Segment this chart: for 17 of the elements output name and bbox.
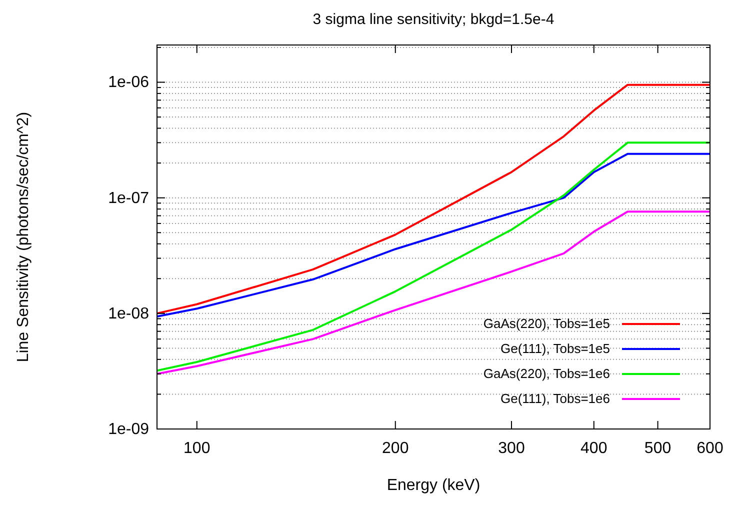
legend-label: Ge(111), Tobs=1e6 — [500, 391, 610, 406]
y-tick-label: 1e-09 — [108, 421, 150, 438]
x-tick-label: 500 — [644, 440, 672, 457]
y-tick-label: 1e-06 — [108, 74, 150, 92]
legend-label: GaAs(220), Tobs=1e6 — [483, 366, 610, 381]
y-axis-title: Line Sensitivity (photons/sec/cm^2) — [15, 112, 32, 362]
legend-label: Ge(111), Tobs=1e5 — [500, 341, 610, 356]
x-tick-label: 100 — [184, 440, 210, 457]
chart-title: 3 sigma line sensitivity; bkgd=1.5e-4 — [312, 11, 554, 28]
y-tick-label: 1e-08 — [108, 305, 150, 322]
x-tick-label: 400 — [580, 440, 608, 457]
x-axis-title: Energy (keV) — [386, 477, 480, 494]
legend-label: GaAs(220), Tobs=1e5 — [483, 316, 610, 331]
y-tick-label: 1e-07 — [108, 190, 150, 207]
x-tick-label: 600 — [696, 440, 724, 457]
x-tick-label: 300 — [498, 440, 525, 457]
x-tick-label: 200 — [382, 440, 409, 457]
